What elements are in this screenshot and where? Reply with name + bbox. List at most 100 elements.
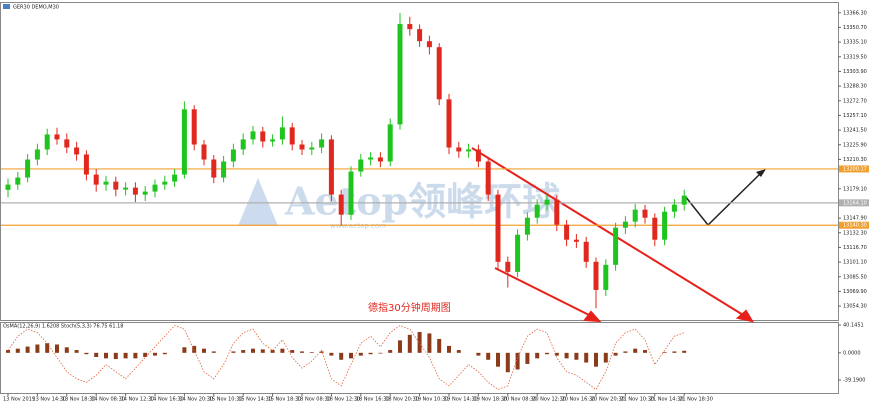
osma-bar [633, 348, 638, 353]
osma-bar [290, 350, 295, 353]
candle-body [671, 204, 677, 212]
x-tick-label: 19 Nov 18:30 [473, 397, 507, 403]
candle-body [632, 209, 638, 222]
y-tick-label: 13241.50 [843, 128, 867, 134]
osma-bar [476, 352, 481, 356]
osma-bar [133, 352, 138, 359]
x-tick-label: 20 Nov 12:30 [532, 397, 566, 403]
candle-body [652, 217, 658, 240]
x-tick-label: 19 Nov 10:30 [415, 397, 449, 403]
osma-bar [280, 348, 285, 353]
y-tick-label: 13054.30 [843, 304, 867, 310]
price-label-box [839, 165, 869, 173]
osma-bar [45, 343, 50, 353]
price-label: 13164.10 [843, 200, 867, 206]
y-tick-label: 13225.90 [843, 142, 867, 148]
candle-body [44, 134, 50, 150]
candle-body [191, 109, 197, 145]
y-tick-label: 13210.30 [843, 157, 867, 163]
candle-body [299, 144, 305, 150]
price-label: 13200.17 [843, 166, 867, 172]
osma-bar [143, 352, 148, 357]
osma-bar [594, 352, 598, 367]
osma-bar [388, 350, 393, 353]
candle-body [417, 29, 423, 42]
osma-bar [643, 350, 647, 353]
candle-body [250, 131, 256, 140]
candle-body [603, 264, 609, 290]
x-tick-label: 18 Nov 16:30 [356, 397, 390, 403]
osma-bar [162, 352, 167, 355]
candle-body [201, 144, 207, 160]
candle-body [642, 209, 648, 218]
candle-body [466, 149, 472, 152]
y-tick-label: 13101.10 [843, 260, 867, 266]
osma-bar [672, 351, 677, 353]
indicator-label: OsMA(12,26,9) 1.6208 Stoch(5,3,3) 76.75 … [3, 324, 123, 330]
candle-body [309, 147, 315, 150]
osma-bar [192, 345, 197, 353]
candle-body [368, 157, 374, 160]
y-tick-label: 13069.90 [843, 289, 867, 295]
indicator-tick-label: 0.0000 [843, 350, 861, 356]
candle-body [564, 224, 570, 240]
candle-body [348, 171, 354, 215]
candle-body [622, 221, 628, 228]
candle-body [319, 139, 325, 148]
x-tick-label: 15 Nov 14:30 [238, 397, 272, 403]
osma-bar [358, 352, 363, 356]
candle-body [593, 261, 599, 290]
candle-body [328, 139, 334, 195]
osma-bar [84, 352, 89, 355]
osma-bar [153, 352, 157, 356]
candle-body [5, 184, 11, 190]
y-tick-label: 13257.10 [843, 113, 867, 119]
x-tick-label: 18 Nov 08:30 [297, 397, 331, 403]
candle-body [103, 181, 109, 185]
osma-bar [182, 347, 187, 353]
osma-bar [486, 352, 491, 360]
osma-bar [368, 352, 373, 355]
watermark: Aetop领峰环球 [284, 179, 561, 224]
candle-body [338, 194, 344, 215]
candle-body [113, 181, 119, 190]
candle-body [123, 187, 129, 190]
osma-bar [564, 352, 569, 359]
x-tick-label: 13 Nov 2019 [3, 397, 35, 403]
osma-bar [554, 352, 559, 356]
osma-bar [241, 350, 246, 353]
candle-body [74, 147, 80, 155]
trend-line [494, 267, 596, 319]
candle-body [485, 161, 491, 195]
candle-body [436, 47, 442, 100]
candle-body [270, 139, 276, 142]
osma-bar [378, 352, 383, 354]
candle-body [240, 139, 246, 150]
x-tick-label: 13 Nov 14:30 [32, 397, 66, 403]
osma-bar [251, 348, 255, 353]
osma-bar [231, 351, 236, 353]
y-tick-label: 13319.50 [843, 54, 867, 60]
y-tick-label: 13350.70 [843, 25, 867, 31]
candle-body [475, 149, 481, 162]
arrow-head [756, 169, 766, 177]
watermark-url: www.aetop.com [330, 222, 386, 230]
candle-body [162, 181, 168, 185]
osma-bar [545, 352, 549, 355]
osma-bar [270, 350, 275, 353]
candle-body [221, 161, 227, 178]
osma-bar [662, 352, 667, 353]
candle-body [25, 159, 31, 178]
indicator-tick-label: -39.1900 [843, 377, 865, 383]
candle-body [181, 109, 187, 175]
osma-bar [505, 352, 510, 373]
candle-body [172, 174, 178, 182]
osma-bar [574, 352, 579, 360]
osma-bar [113, 352, 118, 360]
osma-bar [74, 350, 79, 353]
osma-bar [682, 350, 687, 353]
osma-bar [584, 352, 589, 363]
osma-bar [35, 344, 40, 353]
candle-body [260, 131, 266, 142]
candle-body [515, 234, 521, 272]
